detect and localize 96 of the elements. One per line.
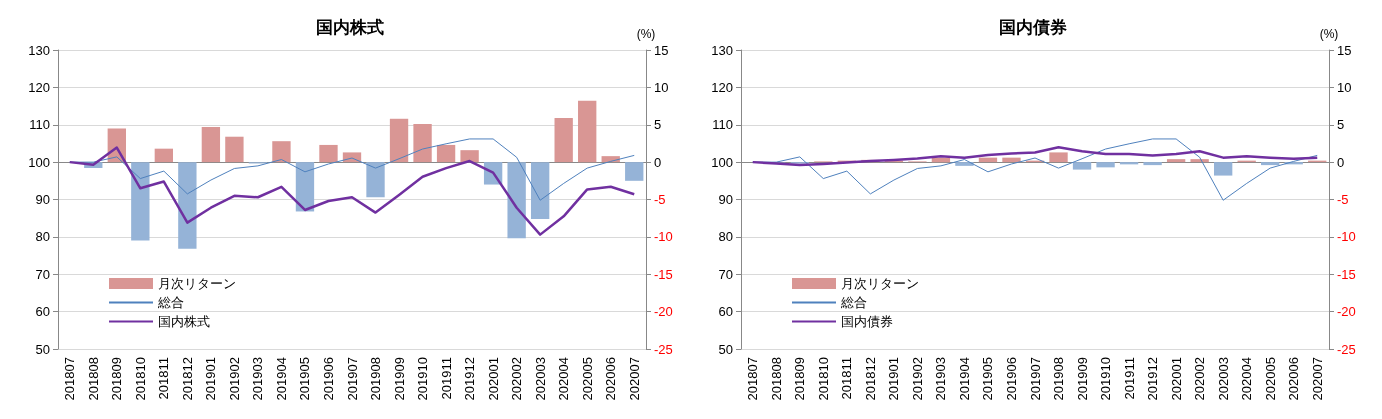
legend-label: 月次リターン	[158, 276, 236, 291]
y-tick-label: 130	[711, 42, 733, 58]
x-tick-label: 201812	[862, 357, 878, 401]
legend-label: 総合	[157, 295, 184, 310]
y-tick-label: 70	[35, 266, 50, 282]
y2-tick-label: 5	[654, 117, 662, 133]
x-tick-label: 202005	[1262, 357, 1278, 401]
y2-tick-label: -20	[654, 304, 673, 320]
legend-label: 月次リターン	[841, 276, 919, 291]
y-tick-label: 50	[35, 341, 50, 357]
y-tick-label: 120	[711, 79, 733, 95]
y2-tick-label: 15	[654, 42, 669, 58]
x-tick-label: 201904	[273, 357, 289, 401]
y2-tick-label: 0	[1337, 154, 1345, 170]
x-tick-label: 202003	[1215, 357, 1231, 401]
x-tick-label: 201909	[1074, 357, 1090, 401]
y2-tick-label: 10	[1337, 79, 1352, 95]
legend-label: 国内債券	[841, 314, 893, 329]
y-tick-label: 50	[718, 341, 733, 357]
x-tick-label: 201908	[368, 357, 384, 401]
x-tick-label: 202005	[579, 357, 595, 401]
x-tick-label: 201902	[226, 357, 242, 401]
x-tick-label: 201911	[438, 357, 454, 400]
x-tick-label: 201809	[792, 357, 808, 401]
x-tick-label: 201901	[203, 357, 219, 401]
x-tick-label: 201908	[1051, 357, 1067, 401]
x-tick-label: 202001	[1168, 357, 1184, 401]
y2-axis-title: (%)	[636, 27, 656, 41]
y-tick-label: 120	[28, 79, 50, 95]
x-tick-label: 201811	[839, 357, 855, 400]
y-tick-label: 110	[29, 117, 50, 133]
y2-tick-label: 0	[654, 154, 662, 170]
chart-title: 国内債券	[998, 18, 1067, 37]
x-tick-label: 201902	[909, 357, 925, 401]
x-tick-label: 201912	[1145, 357, 1161, 401]
y2-tick-label: -15	[654, 266, 673, 282]
y2-tick-label: 5	[1337, 117, 1345, 133]
x-tick-label: 202004	[1239, 357, 1255, 401]
y2-tick-label: -5	[654, 192, 666, 207]
x-tick-label: 202003	[532, 357, 548, 401]
y2-tick-label: -25	[1337, 341, 1356, 357]
x-tick-label: 201910	[415, 357, 431, 401]
y2-tick-label: -20	[1337, 304, 1356, 320]
x-tick-label: 201905	[980, 357, 996, 401]
x-tick-label: 201904	[956, 357, 972, 401]
y-tick-label: 130	[28, 42, 50, 58]
y2-tick-label: -10	[654, 229, 673, 245]
x-tick-label: 201905	[297, 357, 313, 401]
y2-tick-label: -5	[1337, 192, 1349, 207]
x-tick-label: 201809	[109, 357, 125, 401]
x-tick-label: 201808	[85, 357, 101, 401]
y2-tick-label: -15	[1337, 266, 1356, 282]
x-tick-label: 201911	[1121, 357, 1137, 400]
y2-tick-label: -25	[654, 341, 673, 357]
y2-tick-label: 15	[1337, 42, 1352, 58]
x-tick-label: 201903	[933, 357, 949, 401]
chart-title: 国内株式	[315, 18, 384, 37]
x-tick-label: 202004	[556, 357, 572, 401]
x-tick-label: 201810	[132, 357, 148, 401]
x-tick-label: 201906	[320, 357, 336, 401]
y-tick-label: 90	[35, 192, 50, 207]
x-tick-label: 201812	[179, 357, 195, 401]
x-tick-label: 201811	[156, 357, 172, 400]
x-tick-label: 201906	[1003, 357, 1019, 401]
x-tick-label: 201808	[768, 357, 784, 401]
x-tick-label: 201807	[745, 357, 761, 401]
y2-axis-title: (%)	[1319, 27, 1339, 41]
y-tick-label: 110	[712, 117, 733, 133]
x-tick-label: 201807	[62, 357, 78, 401]
x-tick-label: 202002	[509, 357, 525, 401]
y2-tick-label: 10	[654, 79, 669, 95]
y-tick-label: 80	[718, 229, 733, 245]
x-tick-label: 201907	[1027, 357, 1043, 401]
legend-label: 国内株式	[158, 314, 210, 329]
y-tick-label: 80	[35, 229, 50, 245]
y-tick-label: 60	[718, 304, 733, 320]
x-tick-label: 202006	[603, 357, 619, 401]
x-tick-label: 202002	[1192, 357, 1208, 401]
y-tick-label: 70	[718, 266, 733, 282]
y-tick-label: 90	[718, 192, 733, 207]
x-tick-label: 202007	[1309, 357, 1325, 401]
x-tick-label: 202001	[485, 357, 501, 401]
x-tick-label: 201903	[250, 357, 266, 401]
x-tick-label: 201810	[815, 357, 831, 401]
x-tick-label: 202006	[1286, 357, 1302, 401]
y-tick-label: 100	[711, 154, 733, 170]
x-tick-label: 201901	[886, 357, 902, 401]
x-tick-label: 201907	[344, 357, 360, 401]
x-tick-label: 201909	[391, 357, 407, 401]
y2-tick-label: -10	[1337, 229, 1356, 245]
x-tick-label: 201912	[462, 357, 478, 401]
x-tick-label: 201910	[1098, 357, 1114, 401]
y-tick-label: 60	[35, 304, 50, 320]
x-tick-label: 202007	[626, 357, 642, 401]
y-tick-label: 100	[28, 154, 50, 170]
legend-label: 総合	[840, 295, 867, 310]
